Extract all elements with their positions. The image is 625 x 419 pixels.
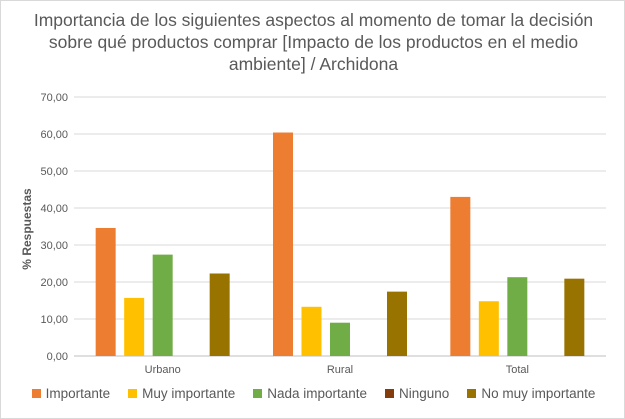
bar-muy-importante — [301, 306, 322, 356]
chart-title: Importancia de los siguientes aspectos a… — [33, 10, 594, 74]
bar-nada-importante — [507, 277, 528, 356]
legend-swatch — [253, 389, 263, 398]
legend-swatch — [467, 389, 477, 398]
x-tick-label: Urbano — [145, 364, 181, 376]
legend-label: Muy importante — [142, 386, 236, 401]
y-tick-label: 50,00 — [40, 166, 68, 178]
bar-importante — [450, 196, 471, 356]
legend-swatch — [31, 389, 41, 398]
bar-no-muy-importante — [564, 278, 585, 356]
bar-no-muy-importante — [387, 291, 407, 356]
legend-item: Ninguno — [385, 386, 449, 401]
x-tick-label: Rural — [327, 364, 353, 376]
y-tick-label: 10,00 — [40, 314, 68, 326]
legend-item: Importante — [31, 386, 111, 401]
legend-item: Muy importante — [128, 386, 235, 401]
y-tick-label: 70,00 — [40, 92, 68, 104]
legend-item: Nada importante — [253, 386, 367, 401]
legend: Importante Muy importante Nada importante N… — [1, 386, 625, 401]
y-tick-label: 20,00 — [40, 277, 68, 289]
bar-muy-importante — [124, 297, 145, 356]
bar-no-muy-importante — [209, 273, 230, 356]
legend-label: Ninguno — [399, 386, 450, 401]
y-tick-label: 0,00 — [47, 351, 68, 363]
y-tick-label: 40,00 — [40, 203, 68, 215]
legend-swatch — [385, 389, 395, 398]
legend-label: Importante — [45, 386, 111, 401]
legend-label: No muy importante — [481, 386, 596, 401]
legend-swatch — [128, 389, 138, 398]
legend-item: No muy importante — [467, 386, 595, 401]
plot-area: 0,00 10,00 20,00 30,00 40,00 50,00 60,00 70,00 U… — [40, 92, 606, 376]
x-tick-label: Total — [506, 364, 529, 376]
bar-nada-importante — [152, 254, 173, 356]
bar-muy-importante — [478, 301, 499, 356]
legend-label: Nada importante — [267, 386, 368, 401]
y-tick-label: 60,00 — [40, 129, 68, 141]
bar-nada-importante — [330, 322, 350, 356]
y-tick-label: 30,00 — [40, 240, 68, 252]
bar-importante — [95, 227, 116, 356]
bar-importante — [273, 132, 293, 356]
